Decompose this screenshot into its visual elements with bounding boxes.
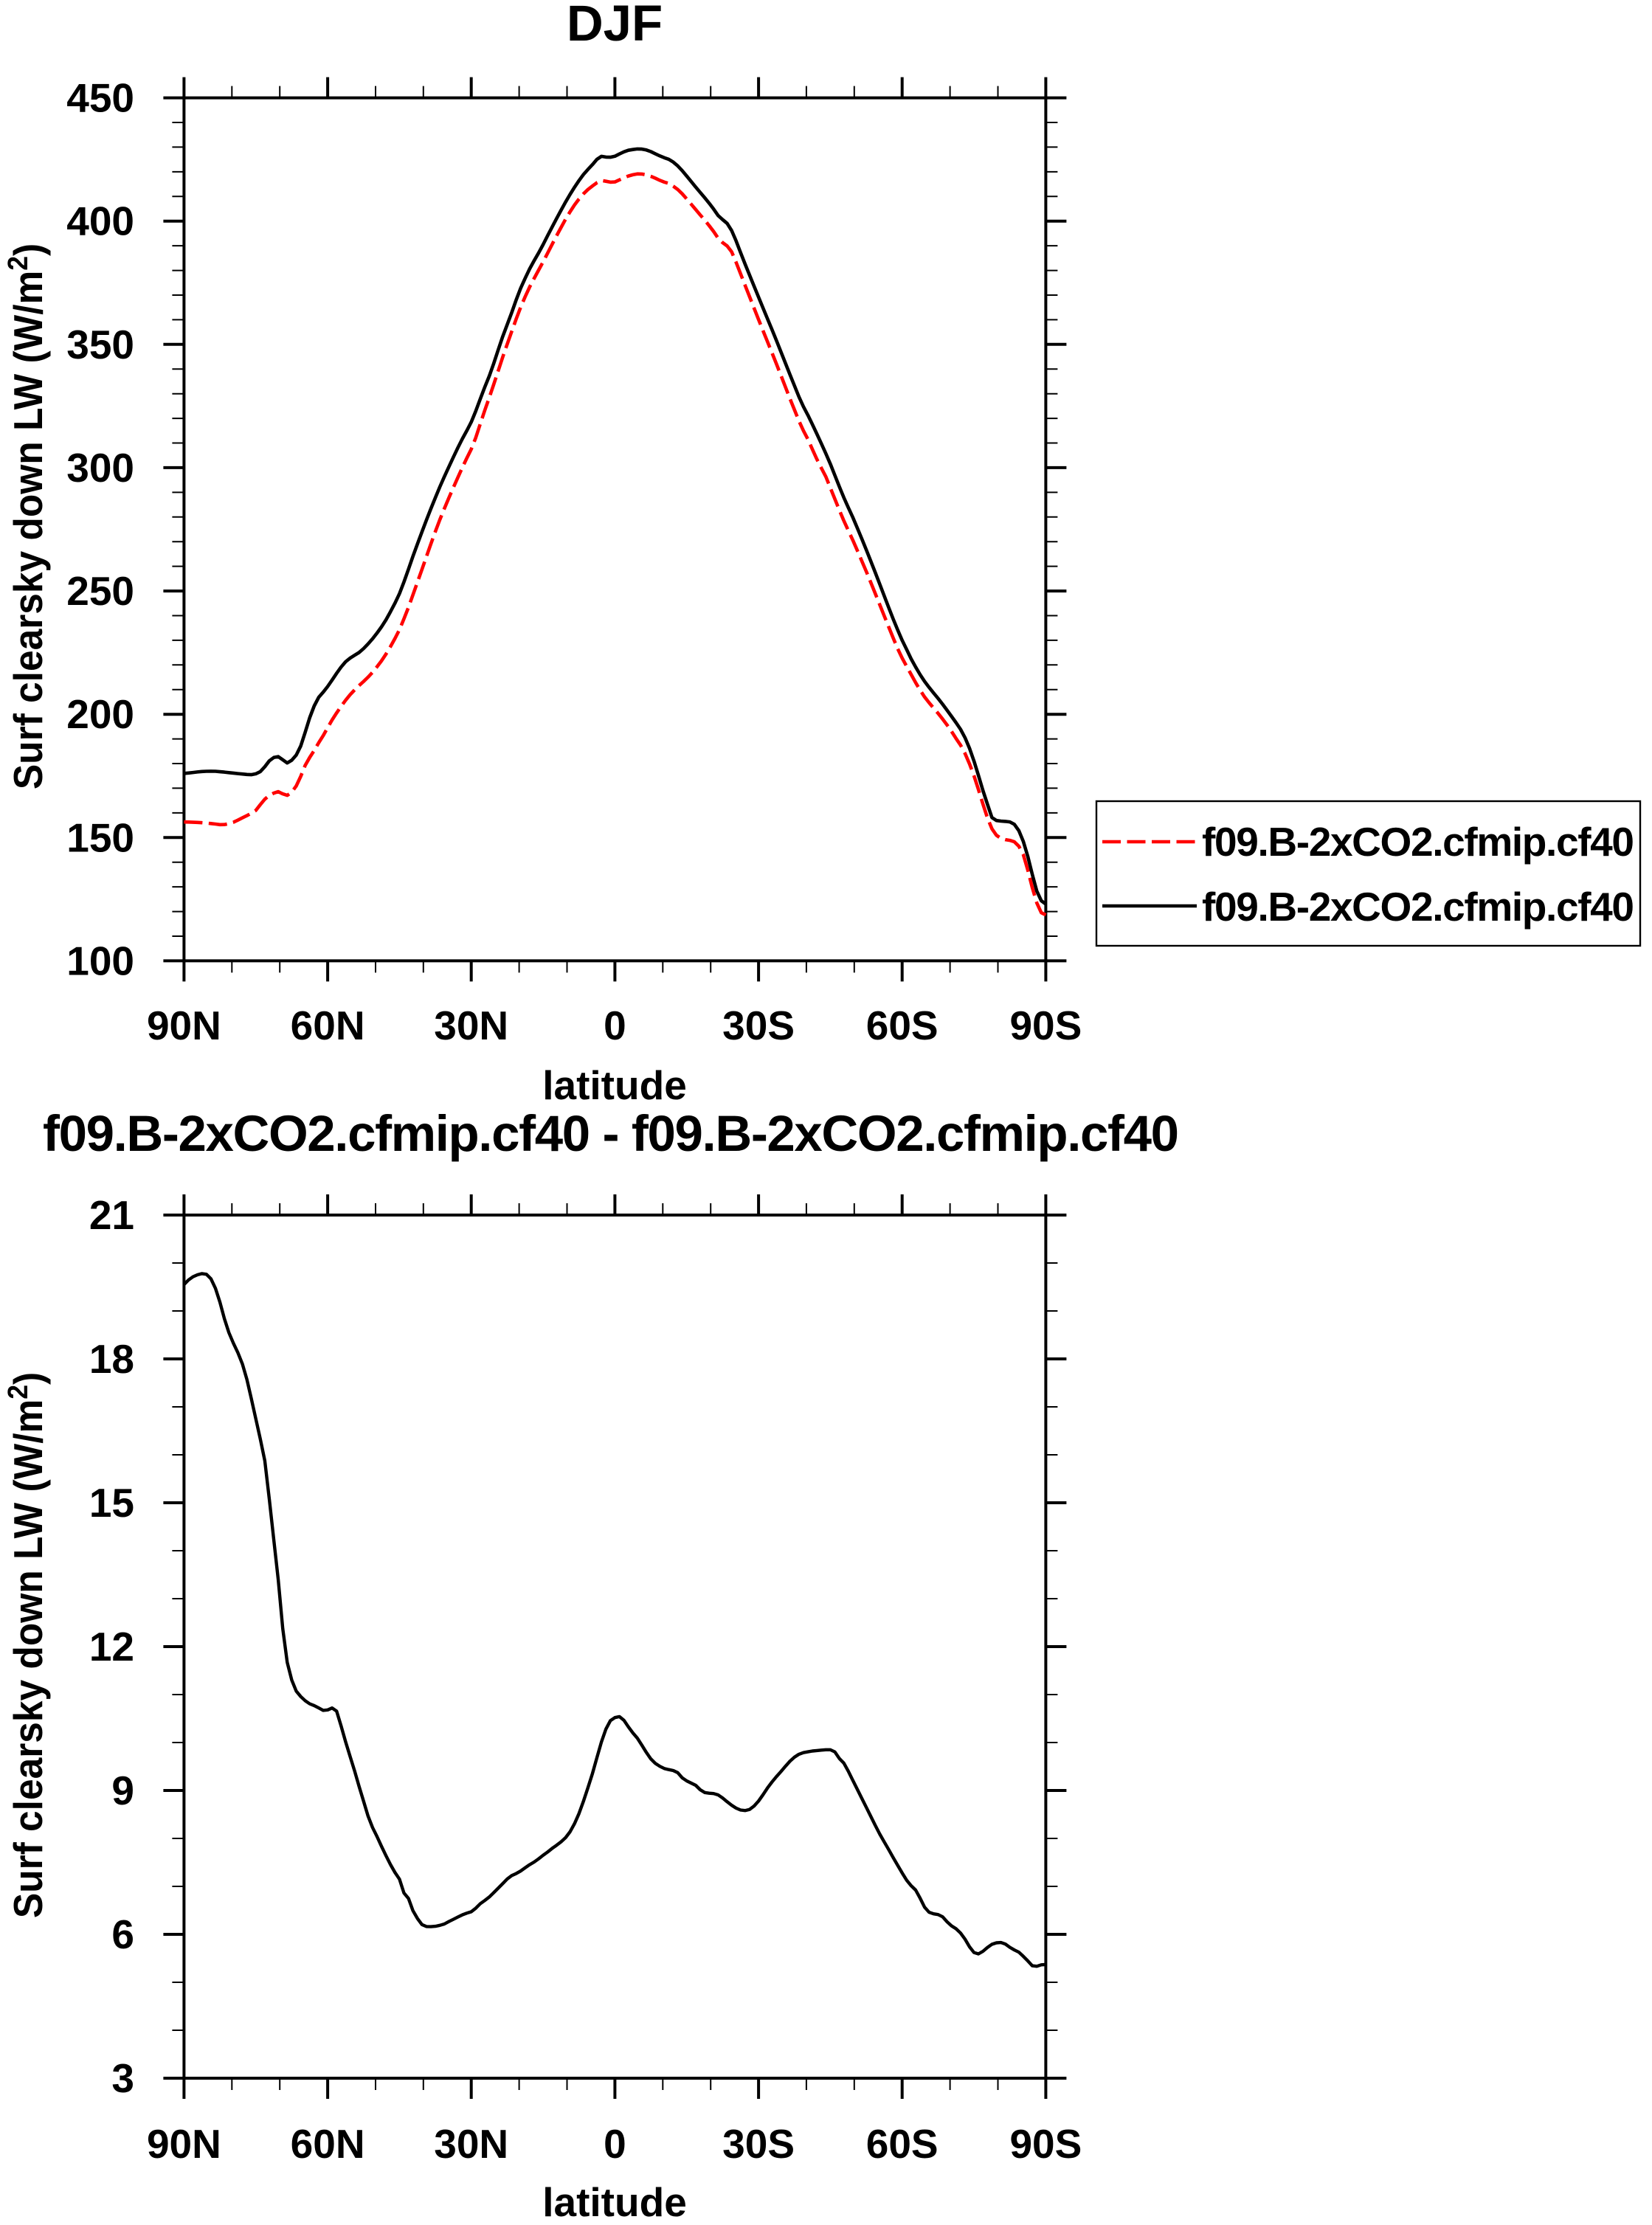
svg-text:latitude: latitude	[542, 1062, 687, 1108]
svg-text:f09.B-2xCO2.cfmip.cf40 - f09.B: f09.B-2xCO2.cfmip.cf40 - f09.B-2xCO2.cfm…	[43, 1105, 1179, 1162]
svg-text:Surf clearsky down LW (W/m2): Surf clearsky down LW (W/m2)	[2, 1372, 51, 1918]
svg-text:0: 0	[604, 1003, 626, 1048]
svg-text:30S: 30S	[722, 2121, 795, 2167]
svg-text:3: 3	[111, 2055, 134, 2101]
svg-text:90S: 90S	[1009, 2121, 1082, 2167]
svg-text:15: 15	[89, 1480, 134, 1526]
svg-text:150: 150	[66, 814, 134, 860]
svg-text:400: 400	[66, 198, 134, 244]
svg-text:60S: 60S	[866, 1003, 939, 1048]
svg-text:f09.B-2xCO2.cfmip.cf40: f09.B-2xCO2.cfmip.cf40	[1202, 819, 1634, 865]
svg-text:12: 12	[89, 1624, 134, 1669]
svg-text:DJF: DJF	[567, 0, 663, 52]
svg-text:60S: 60S	[866, 2121, 939, 2167]
svg-text:250: 250	[66, 568, 134, 614]
svg-text:100: 100	[66, 938, 134, 983]
svg-text:30S: 30S	[722, 1003, 795, 1048]
svg-text:60N: 60N	[291, 1003, 365, 1048]
svg-text:60N: 60N	[291, 2121, 365, 2167]
svg-text:350: 350	[66, 322, 134, 367]
svg-text:6: 6	[111, 1911, 134, 1957]
svg-text:21: 21	[89, 1192, 134, 1238]
svg-text:30N: 30N	[434, 1003, 508, 1048]
svg-text:90N: 90N	[147, 2121, 221, 2167]
svg-text:Surf clearsky down LW (W/m2): Surf clearsky down LW (W/m2)	[2, 243, 51, 789]
svg-text:30N: 30N	[434, 2121, 508, 2167]
svg-text:200: 200	[66, 691, 134, 737]
svg-text:90N: 90N	[147, 1003, 221, 1048]
svg-text:latitude: latitude	[542, 2179, 687, 2221]
svg-text:f09.B-2xCO2.cfmip.cf40: f09.B-2xCO2.cfmip.cf40	[1202, 884, 1634, 930]
svg-text:9: 9	[111, 1768, 134, 1813]
svg-text:90S: 90S	[1009, 1003, 1082, 1048]
svg-text:450: 450	[66, 75, 134, 121]
svg-text:0: 0	[604, 2121, 626, 2167]
svg-text:300: 300	[66, 445, 134, 491]
svg-text:18: 18	[89, 1336, 134, 1382]
